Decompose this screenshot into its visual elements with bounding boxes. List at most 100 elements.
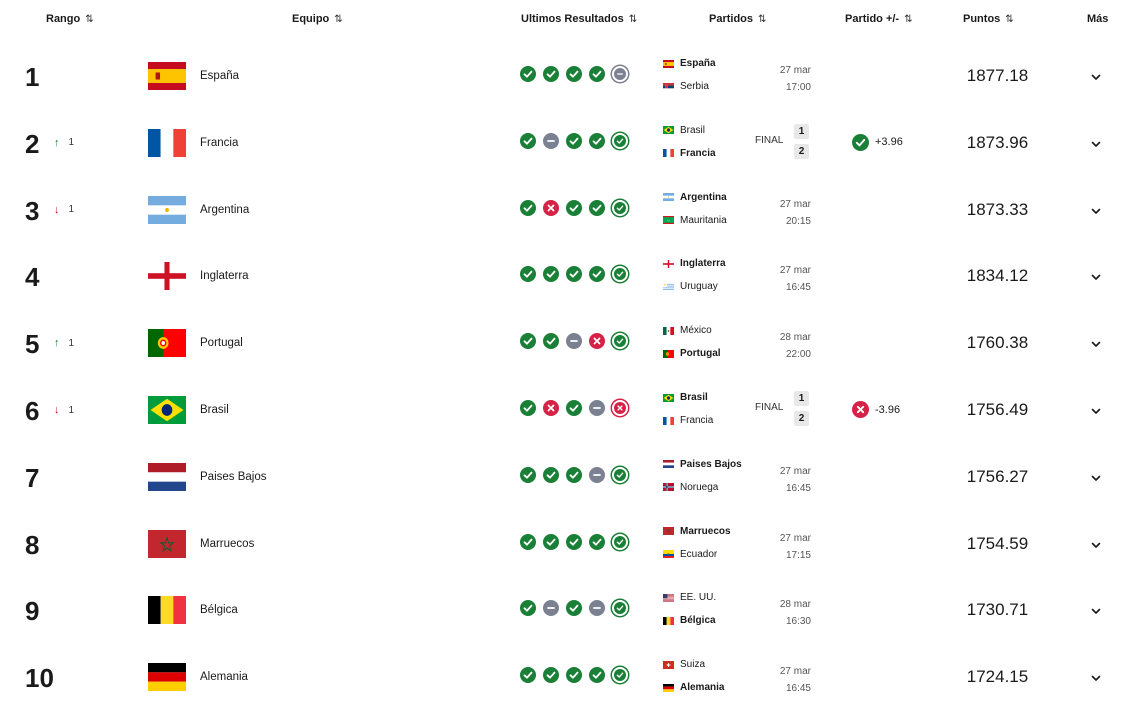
sort-rank-header[interactable]: Rango ⇅	[46, 13, 94, 25]
result-loss-icon[interactable]	[589, 333, 605, 350]
result-win-icon[interactable]	[520, 132, 536, 149]
result-win-icon[interactable]	[589, 266, 605, 283]
result-win-icon[interactable]	[520, 466, 536, 483]
result-win-icon[interactable]	[566, 400, 582, 416]
result-win-icon[interactable]	[566, 199, 582, 216]
team-flag-icon	[148, 396, 186, 424]
away-team-name: Portugal	[680, 348, 721, 360]
chevron-down-icon[interactable]	[1088, 136, 1104, 152]
chevron-down-icon[interactable]	[1088, 403, 1104, 419]
result-loss-icon[interactable]	[543, 199, 559, 216]
result-draw-icon[interactable]	[612, 66, 628, 82]
chevron-down-icon[interactable]	[1088, 603, 1104, 619]
rank-number: 8	[25, 529, 40, 560]
result-win-icon[interactable]	[589, 199, 605, 216]
result-draw-icon[interactable]	[589, 600, 605, 617]
result-win-icon[interactable]	[589, 667, 605, 684]
result-draw-icon[interactable]	[543, 600, 559, 617]
result-win-icon[interactable]	[612, 266, 628, 283]
result-win-icon[interactable]	[566, 466, 582, 483]
match-card[interactable]: Suiza Alemania 27 mar 16:45	[663, 659, 813, 699]
chevron-down-icon[interactable]	[1088, 269, 1104, 285]
table-row: 2 ↑ 1 Francia Brasil Francia FINAL 1 2 +3.96 1873.…	[0, 111, 1128, 177]
sort-points-header[interactable]: Puntos ⇅	[963, 13, 1014, 25]
result-win-icon[interactable]	[520, 333, 536, 350]
result-win-icon[interactable]	[612, 667, 628, 684]
result-win-icon[interactable]	[612, 199, 628, 216]
match-card[interactable]: EE. UU. Bélgica 28 mar 16:30	[663, 592, 813, 632]
rank-number: 7	[25, 462, 40, 493]
match-away-team: Francia	[663, 415, 713, 426]
match-card[interactable]: Marruecos Ecuador 27 mar 17:15	[663, 526, 813, 566]
match-card[interactable]: España Serbia 27 mar 17:00	[663, 58, 813, 98]
result-win-icon[interactable]	[543, 533, 559, 550]
away-flag-icon	[663, 616, 674, 625]
sort-icon: ⇅	[1005, 13, 1014, 25]
match-card[interactable]: Brasil Francia FINAL 1 2	[663, 123, 813, 165]
result-win-icon[interactable]	[566, 66, 582, 82]
result-win-icon[interactable]	[543, 667, 559, 684]
home-flag-icon	[663, 660, 674, 669]
result-win-icon[interactable]	[589, 533, 605, 550]
match-date: 27 mar	[779, 666, 811, 678]
match-card[interactable]: Paises Bajos Noruega 27 mar 16:45	[663, 459, 813, 499]
result-win-icon[interactable]	[520, 66, 536, 82]
result-win-icon[interactable]	[520, 266, 536, 283]
result-win-icon[interactable]	[612, 466, 628, 483]
result-win-icon[interactable]	[543, 66, 559, 82]
result-loss-icon[interactable]	[543, 400, 559, 416]
match-card[interactable]: México Portugal 28 mar 22:00	[663, 325, 813, 365]
chevron-down-icon[interactable]	[1088, 69, 1104, 85]
result-win-icon[interactable]	[566, 667, 582, 684]
result-win-icon[interactable]	[520, 533, 536, 550]
match-card[interactable]: Inglaterra Uruguay 27 mar 16:45	[663, 258, 813, 298]
result-win-icon[interactable]	[612, 132, 628, 149]
match-date: 28 mar	[779, 599, 811, 611]
team-points: 1877.18	[966, 66, 1029, 85]
result-win-icon[interactable]	[520, 667, 536, 684]
result-win-icon[interactable]	[566, 533, 582, 550]
chevron-down-icon[interactable]	[1088, 470, 1104, 486]
result-win-icon[interactable]	[566, 266, 582, 283]
match-home-team: EE. UU.	[663, 592, 716, 603]
result-win-icon[interactable]	[543, 466, 559, 483]
result-win-icon[interactable]	[589, 66, 605, 82]
result-draw-icon[interactable]	[589, 466, 605, 483]
team-points: 1873.96	[966, 132, 1029, 152]
sort-matches-header[interactable]: Partidos ⇅	[709, 13, 766, 25]
match-points-delta: +3.96	[852, 133, 903, 151]
result-draw-icon[interactable]	[543, 132, 559, 149]
match-card[interactable]: Brasil Francia FINAL 1 2	[663, 391, 813, 432]
result-win-icon[interactable]	[520, 600, 536, 617]
result-win-icon[interactable]	[612, 533, 628, 550]
result-win-icon[interactable]	[520, 400, 536, 416]
chevron-down-icon[interactable]	[1088, 537, 1104, 553]
chevron-down-icon[interactable]	[1088, 203, 1104, 219]
team-name: España	[200, 70, 240, 82]
result-win-icon[interactable]	[612, 600, 628, 617]
result-win-icon[interactable]	[543, 266, 559, 283]
match-card[interactable]: Argentina Mauritania 27 mar 20:15	[663, 192, 813, 232]
result-draw-icon[interactable]	[566, 333, 582, 350]
sort-form-header[interactable]: Ultimos Resultados ⇅	[521, 13, 637, 25]
match-status: FINAL	[755, 402, 784, 413]
result-win-icon[interactable]	[543, 333, 559, 350]
recent-results	[520, 266, 635, 283]
sort-icon: ⇅	[904, 13, 913, 25]
result-win-icon[interactable]	[589, 132, 605, 149]
team-name: Bélgica	[200, 604, 238, 617]
sort-team-header[interactable]: Equipo ⇅	[292, 13, 343, 25]
result-win-icon[interactable]	[566, 132, 582, 149]
chevron-down-icon[interactable]	[1088, 336, 1104, 352]
recent-results	[520, 199, 635, 216]
sort-delta-header[interactable]: Partido +/- ⇅	[845, 13, 912, 25]
result-win-icon[interactable]	[612, 333, 628, 350]
home-flag-icon	[663, 126, 674, 135]
result-draw-icon[interactable]	[589, 400, 605, 416]
result-win-icon[interactable]	[566, 600, 582, 617]
result-loss-icon[interactable]	[612, 400, 628, 416]
result-win-icon[interactable]	[520, 199, 536, 216]
more-header-label: Más	[1087, 13, 1109, 25]
team-flag-icon	[148, 262, 186, 291]
chevron-down-icon[interactable]	[1088, 670, 1104, 686]
